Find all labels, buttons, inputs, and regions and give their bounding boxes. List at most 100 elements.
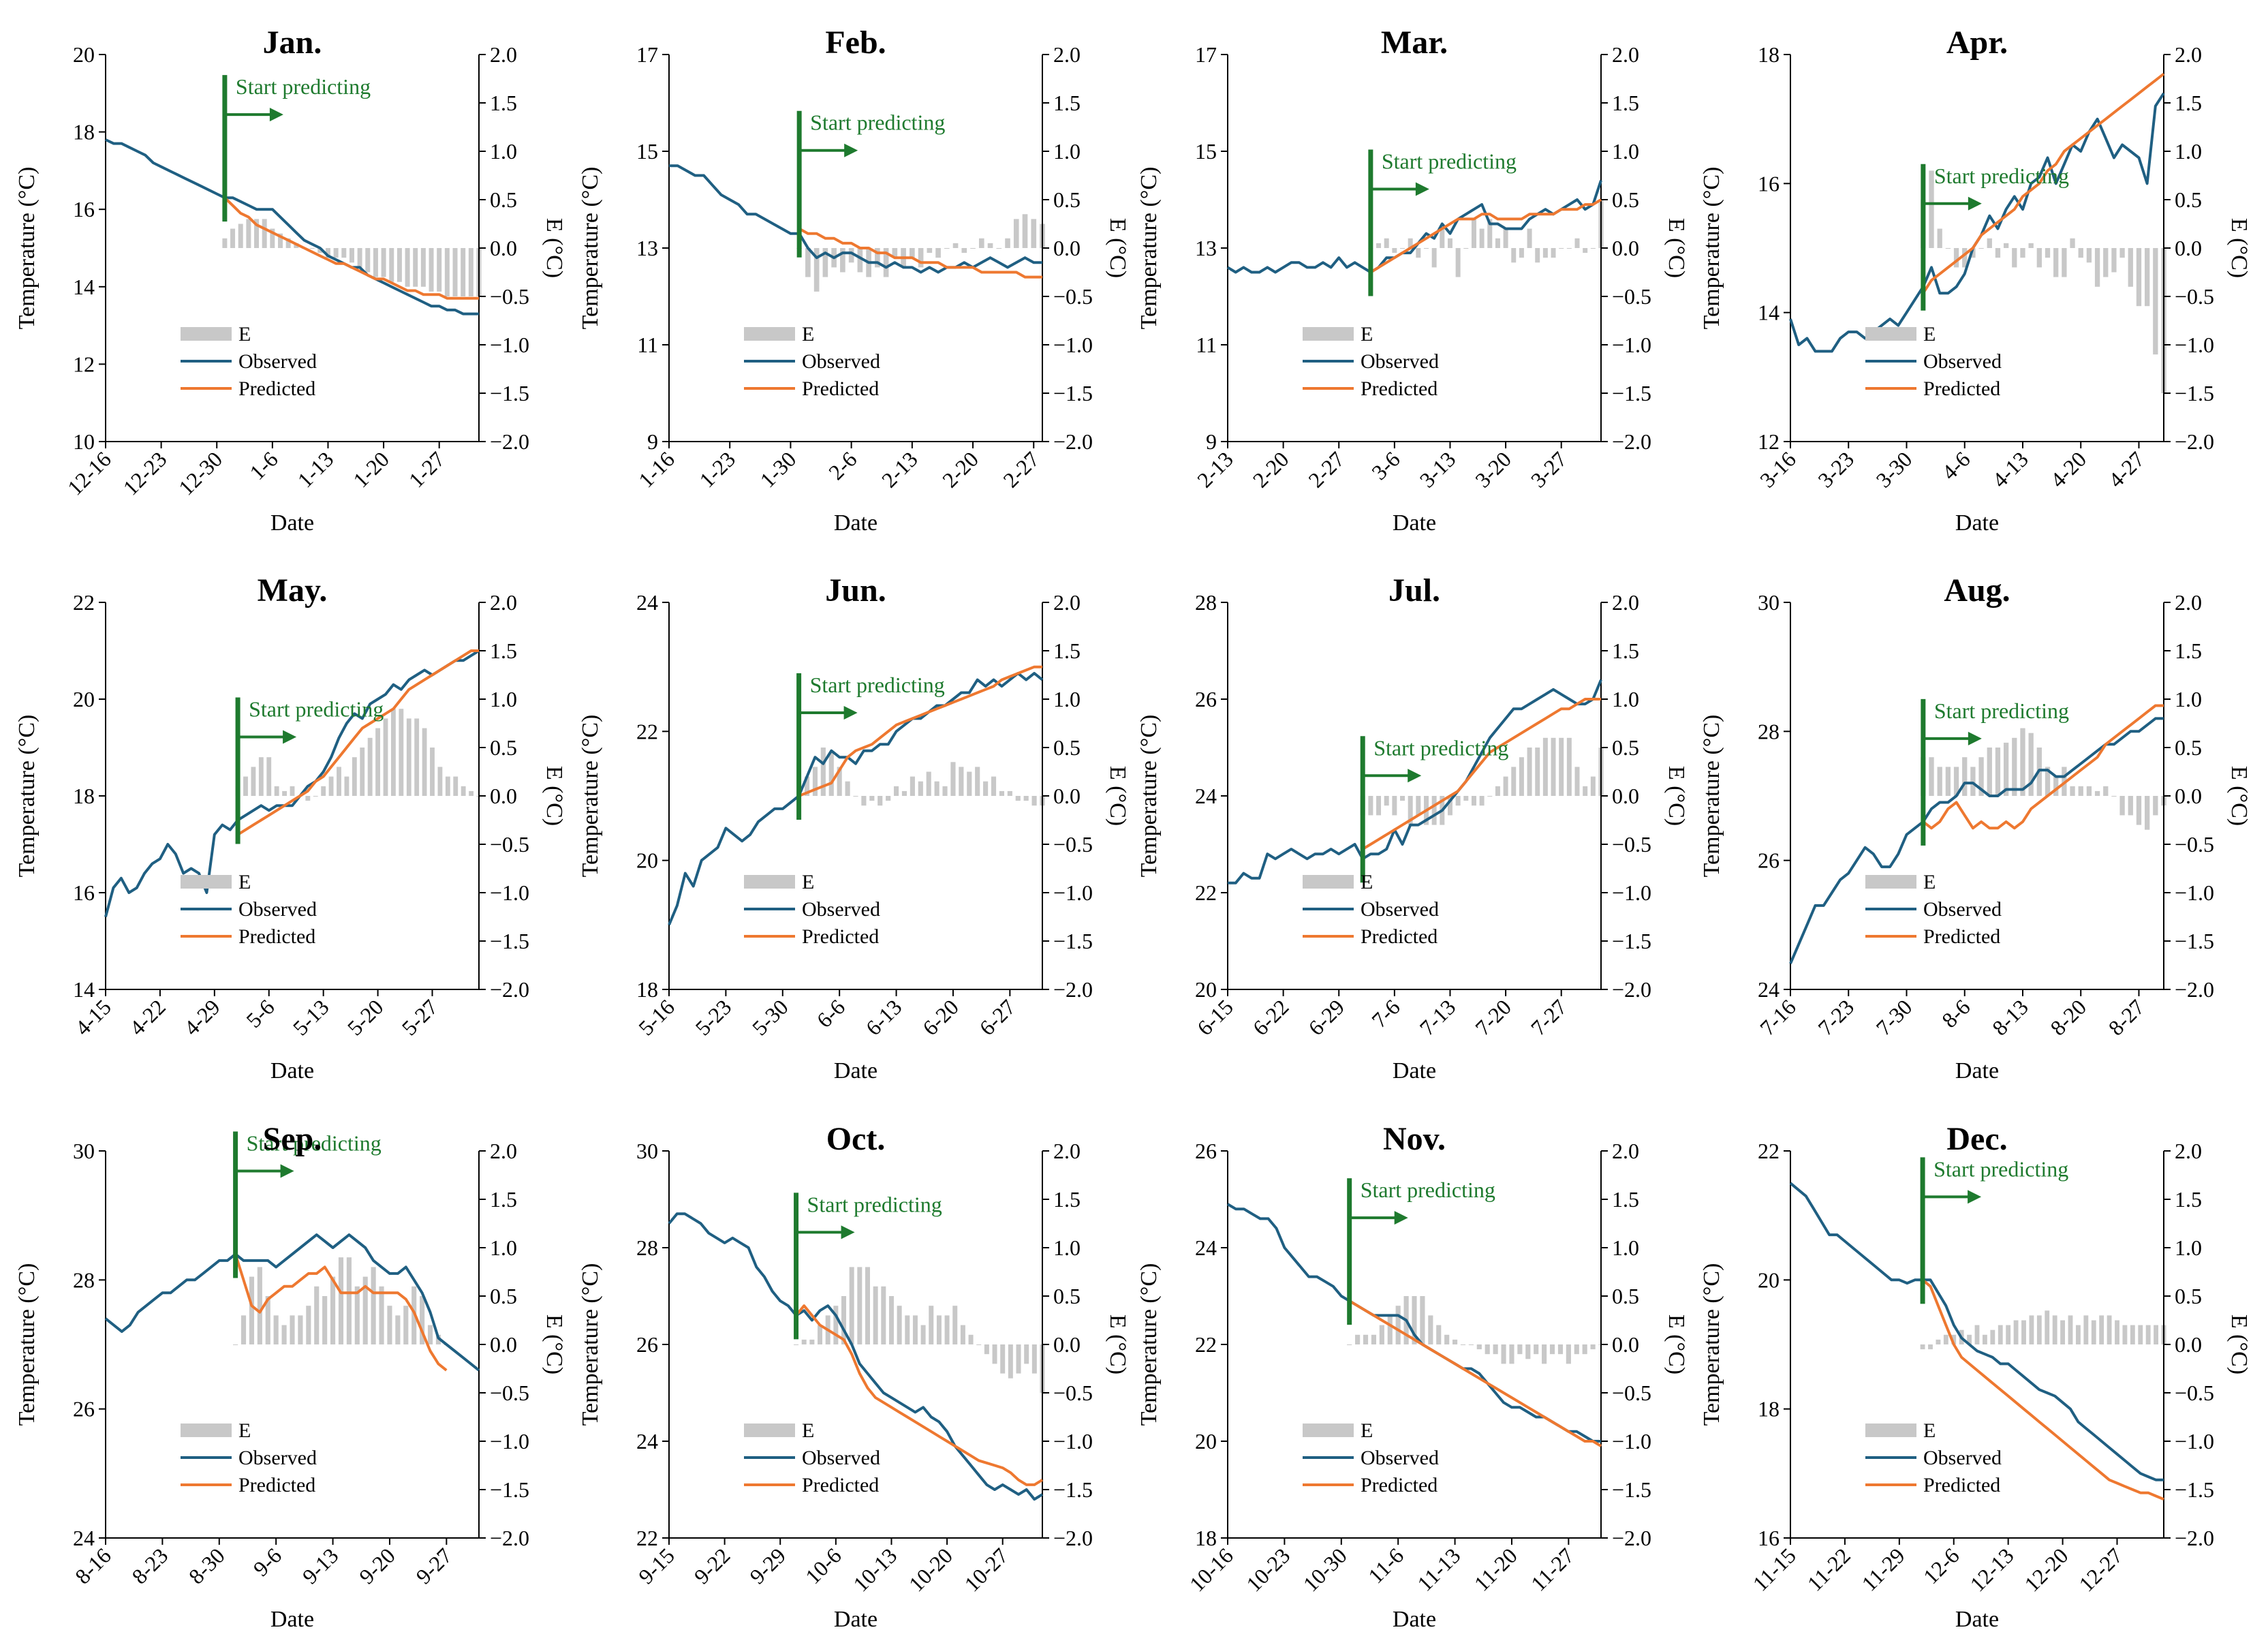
start-predicting-label: Start predicting <box>247 1130 382 1155</box>
error-bar <box>1982 1334 1987 1344</box>
error-bar <box>422 728 427 796</box>
error-bar <box>809 1339 815 1344</box>
start-predicting-label: Start predicting <box>236 74 371 99</box>
error-bar <box>897 1306 902 1344</box>
legend-label-predicted: Predicted <box>802 925 879 948</box>
x-tick-label: 4-6 <box>1937 446 1975 484</box>
legend-swatch-error <box>181 327 232 341</box>
error-bar <box>2130 1325 2135 1344</box>
x-tick-label: 8-20 <box>2045 994 2091 1040</box>
x-tick-label: 3-23 <box>1813 446 1859 492</box>
y-axis-label: Temperature (°C) <box>1699 167 1724 330</box>
error-bar <box>2053 248 2059 277</box>
y2-tick-label: 1.5 <box>490 91 517 115</box>
error-bar <box>918 781 923 796</box>
error-bar <box>461 248 466 296</box>
error-bar <box>1943 1334 1948 1344</box>
y-tick-label: 22 <box>73 590 95 615</box>
error-bar <box>2012 248 2017 268</box>
y2-tick-label: 1.5 <box>490 1187 517 1212</box>
x-tick-label: 8-13 <box>1987 994 2033 1040</box>
error-bar <box>978 238 984 248</box>
chart-panel-apr: 12 14 16 18 −2.0 −1.5 −1.0 −0.5 0.0 0.5 1.0 1.5 2.0 3… <box>1699 25 2252 536</box>
error-bar <box>975 767 980 796</box>
error-bar <box>999 790 1005 796</box>
x-tick-label: 9-6 <box>249 1543 287 1581</box>
y2-tick-label: 0.5 <box>2175 187 2202 212</box>
y2-tick-label: −0.5 <box>1612 832 1651 857</box>
error-bar <box>453 776 459 796</box>
error-bar <box>328 776 334 796</box>
error-bar <box>274 786 279 796</box>
y2-tick-label: 2.0 <box>1612 1139 1639 1163</box>
legend-label-predicted: Predicted <box>238 378 315 400</box>
error-bar <box>313 796 318 797</box>
x-tick-label: 2-13 <box>1192 446 1238 492</box>
start-arrow-head <box>283 730 297 744</box>
error-bar <box>365 248 371 273</box>
start-predicting-label: Start predicting <box>810 673 945 697</box>
error-bar <box>298 1315 303 1344</box>
error-bar <box>1392 796 1397 816</box>
error-bar <box>1476 1344 1482 1350</box>
error-bar <box>257 1267 262 1344</box>
error-bar <box>1929 757 1934 796</box>
y2-tick-label: 1.0 <box>1053 1235 1081 1260</box>
legend-label-error: E <box>238 871 251 893</box>
y2-tick-label: 0.5 <box>490 1284 517 1308</box>
error-bar <box>883 248 889 277</box>
error-bar <box>338 1257 344 1344</box>
chart-title: Dec. <box>1946 1121 2007 1157</box>
error-bar <box>2028 243 2034 248</box>
y2-tick-label: −2.0 <box>1612 977 1651 1002</box>
y2-tick-label: 1.5 <box>2175 91 2202 115</box>
error-bar <box>2094 790 2100 796</box>
predicted-line <box>1348 1299 1602 1447</box>
y2-axis-label: E (°C) <box>1105 766 1130 826</box>
error-bar <box>2006 1325 2011 1344</box>
y2-tick-label: −2.0 <box>490 429 529 454</box>
y2-tick-label: 0.0 <box>490 236 517 260</box>
legend-label-error: E <box>802 1419 814 1442</box>
y-tick-label: 20 <box>73 42 95 67</box>
y2-tick-label: 0.5 <box>1612 735 1639 760</box>
y2-tick-label: 2.0 <box>1612 42 1639 67</box>
x-tick-label: 10-6 <box>801 1543 846 1588</box>
y2-tick-label: −0.5 <box>490 284 529 309</box>
error-bar <box>1574 1344 1579 1355</box>
legend-label-error: E <box>238 323 251 345</box>
error-bar <box>406 718 411 796</box>
y2-tick-label: 1.5 <box>2175 638 2202 663</box>
y-tick-label: 30 <box>73 1139 95 1163</box>
legend-label-observed: Observed <box>1361 898 1439 921</box>
start-arrow-head <box>280 1164 294 1178</box>
y2-tick-label: 0.5 <box>1612 1284 1639 1308</box>
y2-tick-label: 1.5 <box>2175 1187 2202 1212</box>
error-bar <box>1416 796 1421 816</box>
error-bar <box>1392 248 1397 253</box>
error-bar <box>961 248 967 253</box>
x-tick-label: 8-30 <box>184 1543 230 1588</box>
x-tick-label: 1-23 <box>694 446 740 492</box>
error-bar <box>1013 219 1019 248</box>
y2-tick-label: −2.0 <box>1612 429 1651 454</box>
error-bar <box>968 1334 974 1344</box>
error-bar <box>1408 238 1413 248</box>
error-bar <box>893 786 899 796</box>
start-arrow-head <box>1968 731 1982 745</box>
x-axis-label: Date <box>270 1607 314 1632</box>
legend-swatch-error <box>1303 1423 1354 1437</box>
error-bar <box>389 248 394 282</box>
error-bar <box>875 248 880 268</box>
error-bar <box>2075 1325 2081 1344</box>
predicted-line <box>234 1253 448 1372</box>
error-bar <box>2138 1325 2143 1344</box>
error-bar <box>1460 1344 1466 1345</box>
error-bar <box>822 248 828 277</box>
error-bar <box>1495 238 1500 248</box>
x-tick-label: 4-29 <box>179 994 225 1040</box>
y2-tick-label: −0.5 <box>2175 1381 2214 1405</box>
error-bar <box>2119 796 2125 816</box>
error-bar <box>290 1315 295 1344</box>
error-bar <box>395 1315 401 1344</box>
